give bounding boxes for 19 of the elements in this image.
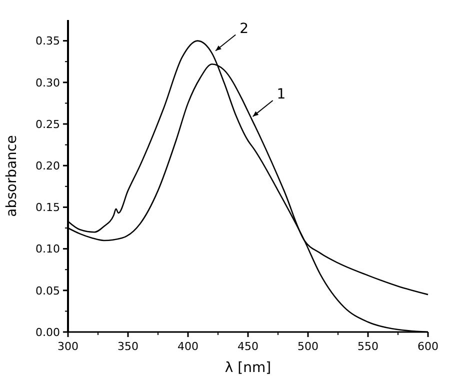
- y-tick-label: 0.15: [36, 201, 60, 214]
- x-tick-label: 450: [238, 340, 258, 353]
- x-tick-label: 550: [358, 340, 378, 353]
- y-tick-label: 0.05: [36, 284, 60, 298]
- x-axis-title: λ [nm]: [224, 360, 272, 376]
- x-tick-label: 600: [418, 340, 438, 353]
- y-tick-label: 0.00: [36, 326, 60, 339]
- y-tick-label: 0.30: [36, 76, 60, 90]
- y-tick-label: 0.25: [36, 118, 60, 131]
- y-tick-label: 0.20: [36, 159, 60, 172]
- y-tick-label: 0.35: [36, 34, 60, 48]
- x-tick-label: 300: [58, 340, 78, 353]
- x-tick-label: 500: [298, 340, 318, 353]
- x-tick-label: 400: [178, 340, 198, 353]
- x-tick-label: 350: [118, 340, 138, 353]
- y-tick-label: 0.10: [36, 242, 60, 256]
- annotation: 2: [240, 20, 249, 37]
- annotation: 1: [276, 86, 286, 103]
- y-axis-title: absorbance: [4, 135, 20, 217]
